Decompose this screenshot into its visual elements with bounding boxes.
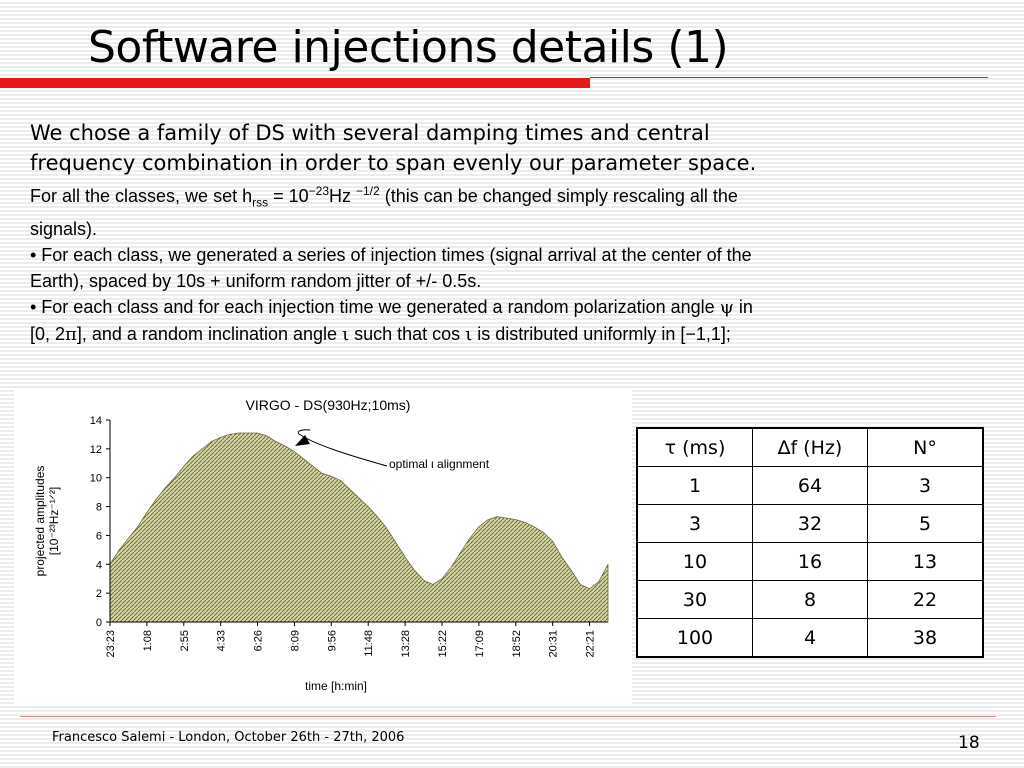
table-cell: 64 bbox=[752, 466, 868, 505]
slide-title: Software injections details (1) bbox=[88, 22, 729, 73]
x-tick-label: 8:09 bbox=[289, 630, 301, 651]
amplitude-area bbox=[109, 432, 609, 623]
x-tick-label: 13:28 bbox=[400, 630, 412, 658]
table-cell: 16 bbox=[752, 542, 868, 581]
annotation-label: optimal ι alignment bbox=[389, 457, 490, 471]
footer-divider bbox=[20, 716, 996, 717]
table-header-cell: N° bbox=[867, 427, 984, 467]
table-cell: 13 bbox=[867, 542, 984, 581]
bullet-injection-times-1: • For each class, we generated a series … bbox=[30, 244, 752, 265]
x-axis-label: time [h:min] bbox=[305, 679, 367, 693]
table-row: 1 64 3 bbox=[636, 466, 984, 505]
x-tick-label: 22:21 bbox=[585, 630, 597, 658]
y-axis-label: projected amplitudes [10⁻²³Hz⁻¹ᐟ²] bbox=[33, 466, 61, 577]
x-tick-label: 11:48 bbox=[363, 630, 375, 657]
annotation-arrow bbox=[297, 429, 388, 467]
table-cell: 4 bbox=[752, 618, 868, 658]
bullet-injection-times-2: Earth), spaced by 10s + uniform random j… bbox=[30, 270, 482, 291]
hrss-line: For all the classes, we set hrss = 10−23… bbox=[30, 184, 738, 210]
y-tick-label: 12 bbox=[90, 444, 102, 456]
annotation-arrowhead bbox=[295, 435, 310, 446]
table-header-cell: ∆f (Hz) bbox=[752, 427, 868, 467]
table-row: 100 4 38 bbox=[636, 618, 984, 658]
table-cell: 8 bbox=[752, 580, 868, 619]
parameter-table: τ (ms) ∆f (Hz) N° 1 64 3 3 32 5 10 16 13… bbox=[636, 427, 984, 658]
title-underline-thin bbox=[590, 77, 988, 78]
bullet-polarization-2: [0, 2π], and a random inclination angle … bbox=[30, 323, 731, 345]
chart-title: VIRGO - DS(930Hz;10ms) bbox=[246, 397, 411, 413]
y-tick-label: 4 bbox=[96, 559, 102, 571]
title-underline-bar bbox=[0, 78, 590, 88]
table-cell: 38 bbox=[867, 618, 984, 658]
amplitude-chart: VIRGO - DS(930Hz;10ms) projected amplitu… bbox=[33, 397, 609, 693]
x-tick-label: 9:56 bbox=[326, 630, 338, 651]
y-tick-label: 10 bbox=[90, 473, 102, 485]
table-cell: 3 bbox=[867, 466, 984, 505]
table-cell: 5 bbox=[867, 504, 984, 543]
intro-line-1: We chose a family of DS with several dam… bbox=[30, 121, 710, 145]
x-tick-label: 17:09 bbox=[474, 630, 486, 658]
y-tick-label: 14 bbox=[90, 415, 102, 427]
y-tick-label: 2 bbox=[96, 588, 102, 600]
slide-body: We chose a family of DS with several dam… bbox=[30, 118, 970, 348]
y-axis-label-line1: projected amplitudes bbox=[33, 466, 47, 577]
page-number: 18 bbox=[958, 733, 980, 753]
table-header-row: τ (ms) ∆f (Hz) N° bbox=[636, 427, 984, 467]
table-cell: 10 bbox=[636, 542, 753, 581]
table-row: 10 16 13 bbox=[636, 542, 984, 581]
y-tick-label: 0 bbox=[96, 617, 102, 629]
table-header-cell: τ (ms) bbox=[636, 427, 753, 467]
table-cell: 3 bbox=[636, 504, 753, 543]
table-cell: 32 bbox=[752, 504, 868, 543]
x-tick-label: 20:31 bbox=[548, 630, 560, 658]
y-tick-label: 8 bbox=[96, 502, 102, 514]
table-row: 30 8 22 bbox=[636, 580, 984, 619]
table-cell: 100 bbox=[636, 618, 753, 658]
table-cell: 1 bbox=[636, 466, 753, 505]
x-tick-label: 23:23 bbox=[105, 630, 117, 658]
x-tick-label: 15:22 bbox=[437, 630, 449, 658]
footer-text: Francesco Salemi - London, October 26th … bbox=[52, 730, 405, 745]
table-cell: 30 bbox=[636, 580, 753, 619]
table-cell: 22 bbox=[867, 580, 984, 619]
x-tick-label: 18:52 bbox=[511, 630, 523, 658]
x-tick-label: 2:55 bbox=[179, 630, 191, 651]
hrss-line-2: signals). bbox=[30, 218, 98, 239]
table-row: 3 32 5 bbox=[636, 504, 984, 543]
x-tick-label: 4:33 bbox=[216, 630, 228, 651]
y-axis-label-line2: [10⁻²³Hz⁻¹ᐟ²] bbox=[47, 487, 61, 555]
y-tick-label: 6 bbox=[96, 530, 102, 542]
x-tick-label: 1:08 bbox=[142, 630, 154, 651]
chart-panel: VIRGO - DS(930Hz;10ms) projected amplitu… bbox=[14, 388, 632, 706]
x-tick-label: 6:26 bbox=[253, 630, 265, 651]
bullet-polarization-1: • For each class and for each injection … bbox=[30, 296, 753, 318]
intro-line-2: frequency combination in order to span e… bbox=[30, 151, 757, 175]
